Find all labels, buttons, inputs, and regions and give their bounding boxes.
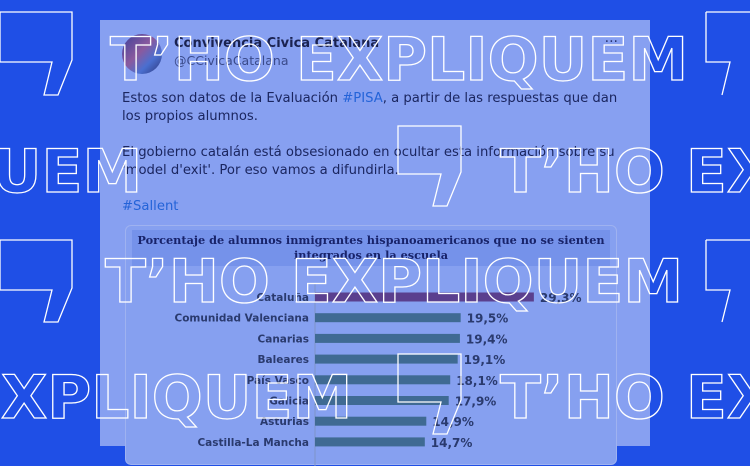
paragraph: El gobierno catalán está obsesionado en …	[122, 145, 615, 178]
bar	[315, 292, 534, 302]
data-label: 19,5%	[467, 312, 509, 326]
category-label: Castilla-La Mancha	[197, 437, 309, 449]
text: Estos son datos de la Evaluación	[122, 91, 343, 106]
data-label: 14,7%	[431, 436, 473, 450]
author-name[interactable]: Convivencia Civica Catalana	[174, 36, 380, 51]
category-label: Baleares	[258, 354, 309, 366]
category-label: Galicia	[269, 396, 309, 408]
category-label: Cataluña	[256, 292, 309, 304]
more-horizontal-icon[interactable]: ···	[604, 34, 618, 50]
bar	[315, 396, 449, 405]
bar	[315, 354, 458, 364]
bar	[315, 416, 427, 426]
category-label: Comunidad Valenciana	[175, 313, 310, 325]
data-label: 17,9%	[455, 395, 497, 409]
hashtag-pisa[interactable]: #PISA	[342, 91, 383, 106]
bar	[315, 333, 460, 343]
tweet-text: Estos son datos de la Evaluación #PISA, …	[122, 90, 632, 234]
data-label: 18,1%	[456, 374, 498, 388]
category-label: Canarias	[258, 333, 309, 345]
chart-image[interactable]: Porcentaje de alumnos inmigrantes hispan…	[125, 225, 617, 466]
text: , a partir de las respuestas que dan los…	[122, 91, 618, 124]
category-label: País Vasco	[247, 375, 309, 387]
bar-chart: Cataluña 29,3% Comunidad Valenciana 19,5% Ca…	[175, 284, 582, 466]
hashtag-sallent[interactable]: #Sallent	[122, 199, 179, 214]
chart-title: Porcentaje de alumnos inmigrantes hispan…	[132, 230, 610, 266]
bar	[315, 313, 461, 323]
author-handle[interactable]: @CCivicaCatalana	[174, 53, 289, 68]
bar	[315, 375, 451, 385]
data-label: 29,3%	[540, 291, 582, 305]
avatar[interactable]	[122, 34, 162, 74]
data-label: 19,1%	[464, 353, 506, 367]
tweet-card: Convivencia Civica Catalana @CCivicaCata…	[100, 20, 650, 466]
bar	[315, 437, 425, 447]
category-label: Asturias	[260, 416, 309, 428]
data-label: 19,4%	[466, 332, 508, 346]
data-label: 14,9%	[432, 415, 474, 429]
